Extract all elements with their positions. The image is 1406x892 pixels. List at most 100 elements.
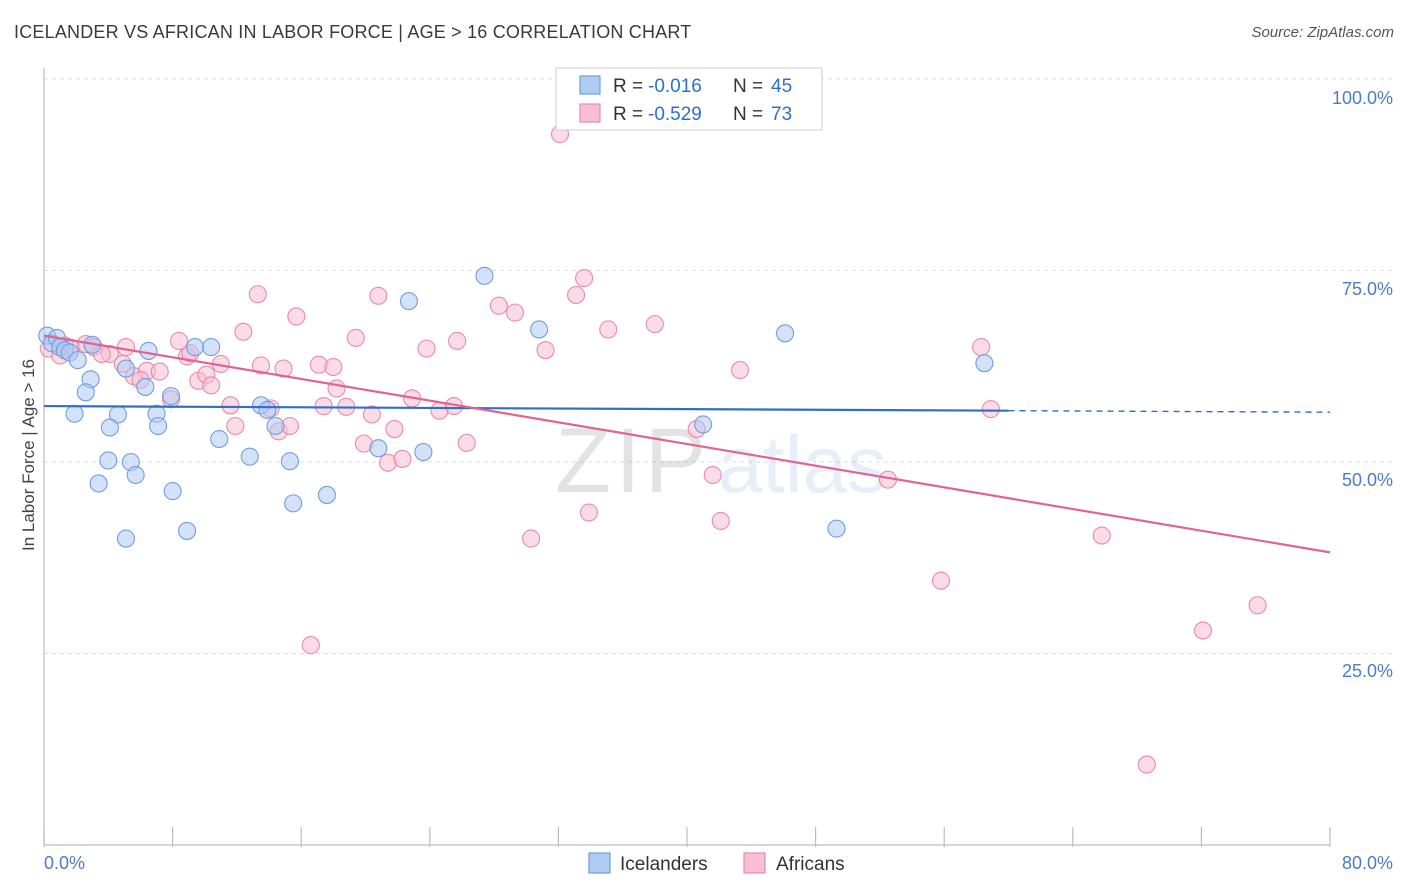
data-point-icelanders <box>202 338 221 357</box>
data-point-africans <box>327 379 346 398</box>
data-point-icelanders <box>136 377 155 396</box>
chart-title: ICELANDER VS AFRICAN IN LABOR FORCE | AG… <box>14 22 692 42</box>
y-tick-label-75: 75.0% <box>1342 279 1393 299</box>
data-point-icelanders <box>369 439 388 458</box>
africans-points <box>39 125 1267 774</box>
data-point-icelanders <box>163 482 182 501</box>
data-point-africans <box>234 322 253 341</box>
data-point-icelanders <box>100 418 119 437</box>
legend-swatch-icelanders <box>579 75 601 95</box>
data-point-icelanders <box>284 494 303 513</box>
legend-n-value-icelanders: 45 <box>771 76 792 97</box>
legend-n-value-africans: 73 <box>771 104 792 125</box>
data-point-africans <box>567 285 586 305</box>
data-point-africans <box>730 361 750 380</box>
data-point-icelanders <box>89 474 108 493</box>
data-point-africans <box>116 338 136 357</box>
data-point-icelanders <box>210 429 229 449</box>
trend-line-icelanders-extension <box>1008 409 1331 413</box>
watermark: ZIP atlas <box>555 410 887 512</box>
data-point-icelanders <box>116 529 136 548</box>
data-point-africans <box>505 303 525 322</box>
legend-r-value-africans: -0.529 <box>648 104 702 125</box>
data-point-icelanders <box>126 465 145 485</box>
data-point-icelanders <box>694 415 713 434</box>
data-point-africans <box>362 405 381 424</box>
data-point-africans <box>221 396 240 415</box>
data-point-icelanders <box>530 320 549 339</box>
data-point-icelanders <box>258 400 277 419</box>
axis-layer <box>43 68 1331 847</box>
data-point-icelanders <box>266 416 285 436</box>
legend-swatch-africans <box>579 103 601 123</box>
data-point-icelanders <box>186 338 205 357</box>
data-point-africans <box>202 376 221 395</box>
grid-layer <box>44 78 1392 654</box>
data-point-icelanders <box>317 485 336 504</box>
source-credit: Source: ZipAtlas.com <box>1251 24 1394 41</box>
data-point-africans <box>457 433 476 452</box>
data-point-africans <box>575 269 594 288</box>
data-point-icelanders <box>280 452 299 471</box>
data-point-africans <box>981 400 1000 419</box>
trend-line-africans <box>43 334 1331 554</box>
legend-r-value-icelanders: -0.016 <box>648 76 702 97</box>
data-point-africans <box>972 338 991 357</box>
data-point-africans <box>417 339 436 358</box>
series-legend: Icelanders Africans <box>588 852 845 875</box>
data-point-africans <box>599 320 618 339</box>
data-point-africans <box>301 636 320 655</box>
data-point-africans <box>579 503 598 522</box>
trend-lines <box>43 334 1331 554</box>
data-point-icelanders <box>68 351 87 370</box>
legend-r-label-icelanders: R = <box>613 76 643 97</box>
data-point-icelanders <box>178 521 197 540</box>
bottom-legend-label-icelanders: Icelanders <box>620 854 708 875</box>
data-point-africans <box>385 420 404 439</box>
trend-line-icelanders <box>43 404 1009 412</box>
data-point-icelanders <box>149 416 168 436</box>
data-point-africans <box>346 328 365 347</box>
data-point-africans <box>1137 755 1156 774</box>
data-point-africans <box>645 315 664 334</box>
data-point-icelanders <box>776 324 795 343</box>
legend-n-label-africans: N = <box>733 104 763 125</box>
icelanders-points <box>38 266 994 548</box>
data-point-africans <box>1193 621 1213 640</box>
data-point-africans <box>931 571 951 590</box>
data-point-africans <box>150 362 169 381</box>
x-tick-label-max: 80.0% <box>1342 853 1393 873</box>
data-point-africans <box>369 286 388 305</box>
data-point-icelanders <box>975 354 994 373</box>
y-tick-label-25: 25.0% <box>1342 661 1393 681</box>
data-point-icelanders <box>399 292 418 311</box>
bottom-legend-label-africans: Africans <box>776 854 845 875</box>
data-point-africans <box>536 341 555 360</box>
data-point-africans <box>393 449 412 468</box>
data-point-africans <box>448 331 467 351</box>
data-point-africans <box>251 356 271 375</box>
data-point-icelanders <box>475 266 494 285</box>
bottom-legend-swatch-icelanders <box>588 852 611 874</box>
data-point-africans <box>226 416 245 436</box>
y-tick-label-50: 50.0% <box>1342 470 1393 490</box>
data-point-africans <box>522 529 541 548</box>
y-axis-label: In Labor Force | Age > 16 <box>19 359 38 551</box>
data-point-africans <box>489 296 508 315</box>
data-point-africans <box>248 285 267 304</box>
data-point-africans <box>169 331 189 351</box>
data-point-africans <box>711 511 730 531</box>
data-point-icelanders <box>99 451 118 470</box>
y-tick-label-100: 100.0% <box>1332 88 1393 108</box>
data-point-icelanders <box>827 519 846 538</box>
data-point-icelanders <box>414 442 433 462</box>
data-point-africans <box>1092 526 1111 545</box>
data-point-africans <box>314 397 333 416</box>
data-point-icelanders <box>76 383 95 402</box>
data-point-icelanders <box>139 341 158 360</box>
legend-n-label-icelanders: N = <box>733 76 763 97</box>
bottom-legend-swatch-africans <box>743 852 766 874</box>
data-point-icelanders <box>65 404 84 423</box>
